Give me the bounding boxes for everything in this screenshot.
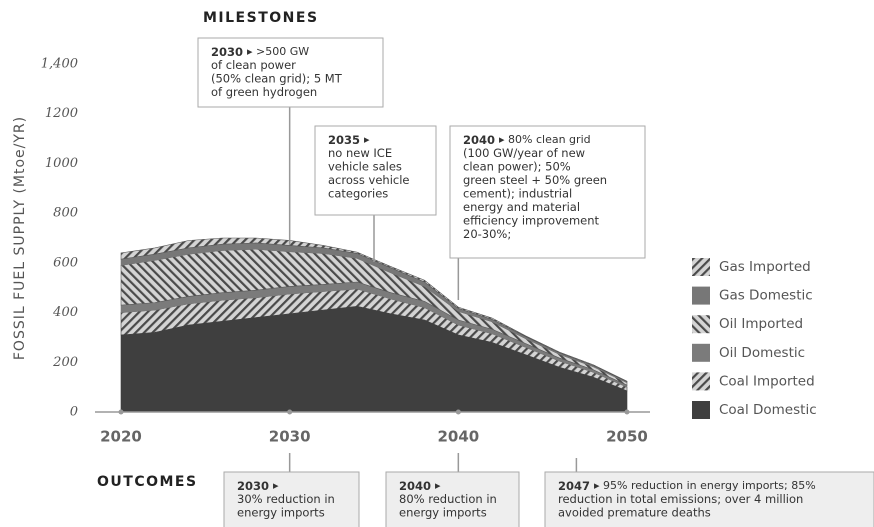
- annotation-line: ▸ 95% reduction in energy imports; 85%: [594, 479, 816, 492]
- legend-label: Oil Imported: [719, 316, 803, 332]
- milestones-title: MILESTONES: [203, 10, 319, 26]
- y-tick-label: 1200: [45, 106, 78, 121]
- annotation-text: clean power); 50%: [463, 160, 571, 174]
- area: [120, 237, 628, 383]
- annotation-line: ▸ 80% clean grid: [499, 133, 591, 146]
- legend-swatch: [692, 401, 710, 419]
- legend-label: Oil Domestic: [719, 345, 805, 361]
- annotation-text: 2035 ▸: [328, 133, 370, 147]
- outcomes-title: OUTCOMES: [97, 474, 198, 490]
- annotation-text: across vehicle: [328, 173, 409, 187]
- annotation-text: vehicle sales: [328, 160, 402, 174]
- annotation-year: 2040: [399, 479, 431, 493]
- annotation-text: avoided premature deaths: [558, 506, 711, 520]
- annotation-line: ▸: [364, 133, 370, 146]
- x-tick-label: 2040: [437, 428, 479, 446]
- legend-label: Coal Domestic: [719, 402, 817, 418]
- legend-label: Gas Domestic: [719, 288, 813, 304]
- x-tick: [624, 409, 630, 415]
- annotation-box: [544, 471, 874, 527]
- annotation-text: 2040 ▸: [399, 479, 441, 493]
- annotation-box: [449, 125, 646, 259]
- annotation-year: 2047: [558, 479, 590, 493]
- annotation-box: [385, 471, 520, 527]
- annotation-text: 2030 ▸ >500 GW: [211, 45, 309, 59]
- annotation-box: [314, 125, 437, 216]
- annotation-text: 30% reduction in: [237, 492, 335, 506]
- annotation-line: ▸: [273, 479, 279, 492]
- annotation-year: 2030: [237, 479, 269, 493]
- legend-label: Coal Imported: [719, 373, 815, 389]
- annotation-text: energy imports: [237, 506, 325, 520]
- y-tick-label: 1,400: [41, 57, 78, 72]
- annotation-text: 20-30%;: [463, 227, 511, 241]
- annotation-text: of clean power: [211, 58, 296, 72]
- annotation-box: [197, 37, 384, 108]
- y-tick-label: 0: [70, 405, 78, 420]
- annotation-text: energy and material: [463, 200, 580, 214]
- x-tick-label: 2020: [100, 428, 142, 446]
- annotation-text: efficiency improvement: [463, 214, 600, 228]
- legend-label: Gas Imported: [719, 259, 811, 275]
- annotation-text: green steel + 50% green: [463, 173, 607, 187]
- annotation-text: reduction in total emissions; over 4 mil…: [558, 492, 803, 506]
- y-tick-label: 600: [53, 255, 78, 270]
- annotation-line: ▸ >500 GW: [247, 45, 309, 58]
- legend-swatch: [692, 315, 710, 334]
- annotation-text: 80% reduction in: [399, 492, 497, 506]
- legend-swatch: [692, 343, 710, 362]
- x-tick-label: 2050: [606, 428, 648, 446]
- annotation-text: categories: [328, 187, 388, 201]
- legend-swatch: [692, 258, 710, 276]
- y-tick-label: 1000: [45, 156, 78, 171]
- annotation-text: (50% clean grid); 5 MT: [211, 72, 343, 86]
- x-tick: [118, 409, 124, 415]
- annotation-text: 2030 ▸: [237, 479, 279, 493]
- y-tick-label: 400: [52, 305, 78, 320]
- annotation-text: no new ICE: [328, 146, 392, 160]
- annotation-year: 2035: [328, 133, 360, 147]
- y-tick-label: 200: [52, 355, 78, 370]
- annotation-text: energy imports: [399, 506, 487, 520]
- annotation-text: cement); industrial: [463, 187, 572, 201]
- annotation-text: 2047 ▸ 95% reduction in energy imports; 8…: [558, 479, 816, 493]
- y-tick-label: 800: [53, 206, 78, 221]
- y-axis-label: FOSSIL FUEL SUPPLY (Mtoe/YR): [12, 116, 28, 360]
- x-tick: [287, 409, 293, 415]
- legend-swatch: [692, 286, 710, 305]
- annotation-text: (100 GW/year of new: [463, 146, 585, 160]
- x-tick: [455, 409, 461, 415]
- annotation-text: 2040 ▸ 80% clean grid: [463, 133, 591, 147]
- annotation-year: 2030: [211, 45, 243, 59]
- annotation-year: 2040: [463, 133, 495, 147]
- annotation-text: of green hydrogen: [211, 85, 317, 99]
- legend-swatch: [692, 372, 710, 391]
- annotation-line: ▸: [435, 479, 441, 492]
- annotation-box: [223, 471, 360, 527]
- x-tick-label: 2030: [269, 428, 311, 446]
